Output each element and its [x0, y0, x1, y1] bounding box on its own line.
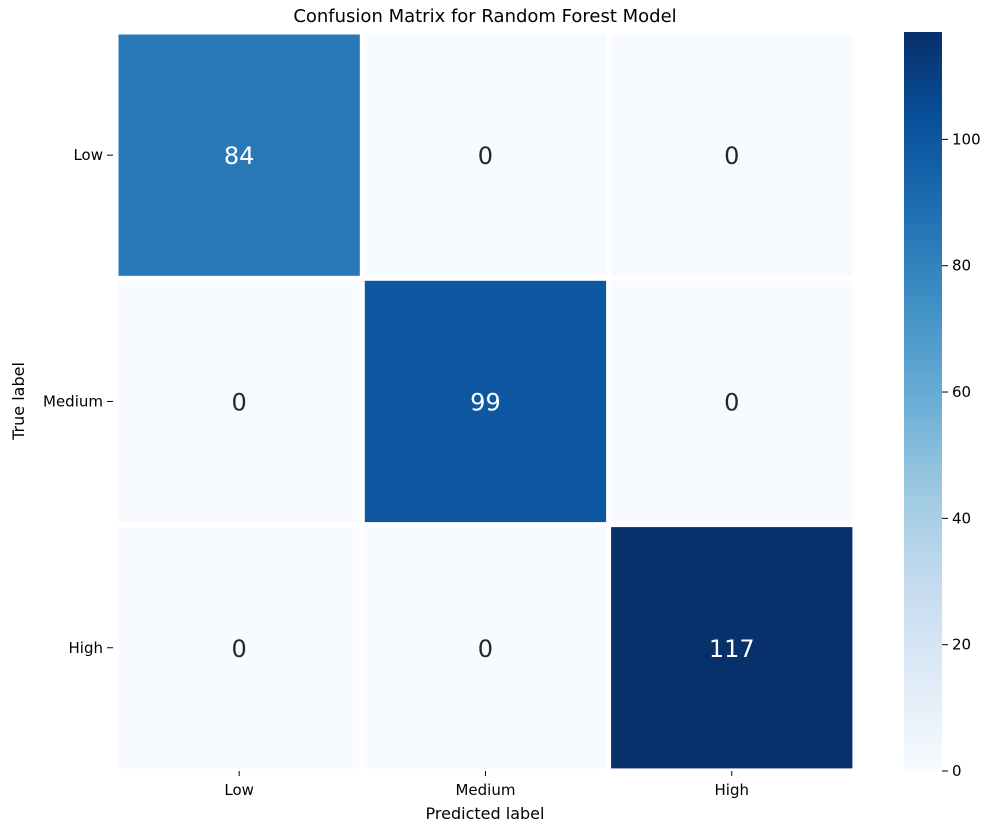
- cell-value-label: 84: [224, 142, 255, 170]
- colorbar-tick-label: 60: [952, 383, 971, 401]
- colorbar-tick-label: 80: [952, 257, 971, 275]
- cell-value-label: 99: [470, 388, 501, 416]
- y-axis-label: True label: [9, 362, 28, 441]
- cell-value-label: 0: [724, 388, 739, 416]
- y-tick-label: Medium: [43, 392, 103, 410]
- cell-value-label: 0: [232, 635, 247, 663]
- colorbar-tick-label: 0: [952, 762, 962, 780]
- cell-value-label: 0: [478, 635, 493, 663]
- y-axis-ticks: Low Medium High: [43, 146, 113, 657]
- x-tick-label: Medium: [455, 781, 515, 799]
- cell-value-label: 0: [478, 142, 493, 170]
- heatmap-cells: [118, 34, 853, 769]
- colorbar-ticks: 0 20 40 60 80 100: [942, 130, 981, 780]
- heatmap-cell: [611, 280, 853, 523]
- y-tick-label: Low: [73, 146, 103, 164]
- colorbar-tick-label: 100: [952, 130, 981, 148]
- x-tick-label: High: [715, 781, 749, 799]
- cell-value-label: 0: [724, 142, 739, 170]
- y-tick-label: High: [69, 639, 103, 657]
- heatmap-cell: [611, 34, 853, 276]
- heatmap-cell: [611, 527, 853, 769]
- heatmap-cell: [364, 527, 607, 769]
- x-tick-label: Low: [224, 781, 254, 799]
- heatmap-cell: [118, 527, 360, 769]
- x-axis-label: Predicted label: [426, 804, 545, 823]
- colorbar: [904, 32, 942, 771]
- cell-value-label: 0: [232, 388, 247, 416]
- x-axis-ticks: Low Medium High: [224, 771, 749, 799]
- heatmap-cell: [118, 34, 360, 276]
- heatmap-cell: [364, 280, 607, 523]
- heatmap-cell-labels: 84 0 0 0 99 0 0 0 117: [224, 142, 755, 663]
- colorbar-tick-label: 40: [952, 509, 971, 527]
- cell-value-label: 117: [709, 635, 755, 663]
- chart-title: Confusion Matrix for Random Forest Model: [293, 6, 676, 27]
- heatmap-cell: [118, 280, 360, 523]
- heatmap-cell: [364, 34, 607, 276]
- colorbar-tick-label: 20: [952, 636, 971, 654]
